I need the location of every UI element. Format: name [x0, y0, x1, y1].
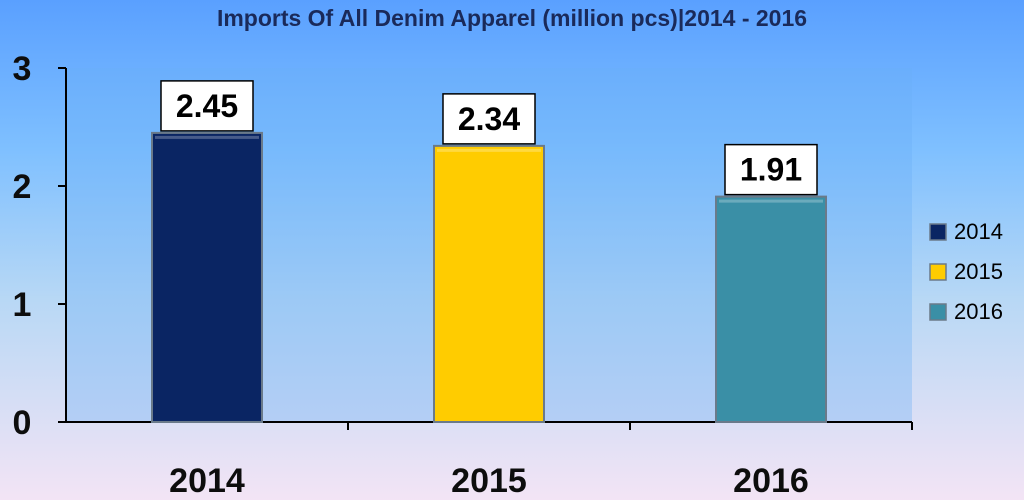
bar-highlight [155, 135, 259, 139]
y-tick-label: 1 [13, 286, 32, 324]
chart-title: Imports Of All Denim Apparel (million pc… [217, 5, 807, 31]
y-axis: 0 1 2 3 [13, 50, 67, 442]
x-tick-label: 2014 [169, 462, 245, 500]
data-label-box [160, 80, 254, 132]
bar-highlight [719, 199, 823, 203]
legend: 2014 2015 2016 [929, 219, 1003, 324]
bar [151, 131, 263, 423]
legend-swatch [929, 223, 947, 241]
data-labels: 2.45 2.34 1.91 [160, 80, 818, 196]
legend-label: 2015 [954, 259, 1003, 284]
x-axis: 2014 2015 2016 [66, 421, 913, 500]
legend-label: 2014 [954, 219, 1003, 244]
data-label-box [724, 143, 818, 196]
y-tick-label: 0 [13, 404, 32, 442]
bar [433, 144, 545, 423]
y-tick-label: 2 [13, 168, 32, 206]
data-label: 2.34 [458, 101, 520, 137]
legend-label: 2016 [954, 299, 1003, 324]
legend-swatch [929, 303, 947, 321]
x-tick-label: 2016 [733, 462, 809, 500]
data-label-box [442, 93, 536, 145]
bars [151, 131, 827, 423]
y-tick-label: 3 [13, 50, 32, 88]
bar-highlight [437, 148, 541, 152]
bar [715, 195, 827, 423]
data-label: 2.45 [176, 88, 238, 124]
x-tick-label: 2015 [451, 462, 527, 500]
data-label: 1.91 [740, 152, 802, 188]
legend-swatch [929, 263, 947, 281]
